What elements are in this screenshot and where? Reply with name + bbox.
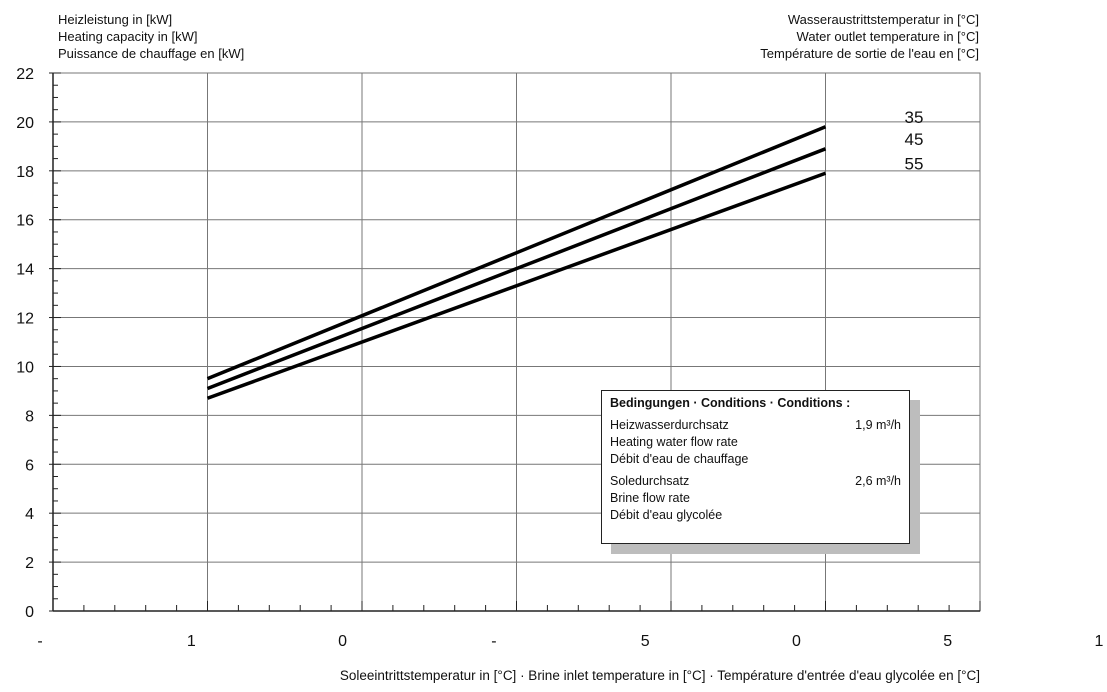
y-axis-title-de: Heizleistung in [kW]	[58, 12, 173, 27]
y-tick-label: 16	[16, 213, 34, 230]
y-axis-title-fr: Puissance de chauffage en [kW]	[58, 46, 245, 61]
brine-label-en: Brine flow rate	[610, 491, 690, 505]
heating-water-label-de: Heizwasserdurchsatz	[610, 418, 729, 432]
y-tick-label: 2	[25, 555, 34, 572]
conditions-title: Bedingungen · Conditions · Conditions :	[610, 396, 851, 410]
x-tick-label: 1	[1095, 633, 1104, 650]
brine-value: 2,6 m³/h	[855, 474, 901, 488]
y-tick-label: 4	[25, 506, 34, 523]
series-title-en: Water outlet temperature in [°C]	[796, 29, 979, 44]
x-tick-label: 5	[943, 633, 952, 650]
y-tick-label: 6	[25, 457, 34, 474]
brine-row: Soledurchsatz 2,6 m³/h	[610, 473, 901, 490]
y-tick-label: 12	[16, 311, 34, 328]
series-line-55	[206, 171, 827, 400]
brine-label-de: Soledurchsatz	[610, 474, 690, 488]
x-axis-title: Soleeintrittstemperatur in [°C] · Brine …	[339, 668, 980, 683]
y-tick-label: 0	[25, 604, 34, 621]
brine-group: Soledurchsatz 2,6 m³/h Brine flow rate D…	[610, 473, 901, 524]
series-title-de: Wasseraustrittstemperatur in [°C]	[787, 12, 979, 27]
series-title: Wasseraustrittstemperatur in [°C] Water …	[760, 11, 979, 62]
series-label-45: 45	[905, 130, 924, 149]
x-tick-label: -	[491, 633, 496, 650]
y-tick-label: 20	[16, 115, 34, 132]
series-line-35	[206, 125, 827, 381]
series-label-35: 35	[905, 108, 924, 127]
series-line-45	[206, 147, 827, 391]
heating-water-row: Heizwasserdurchsatz 1,9 m³/h	[610, 417, 901, 434]
y-tick-label: 22	[16, 66, 34, 83]
y-tick-label: 8	[25, 408, 34, 425]
brine-label-fr: Débit d'eau glycolée	[610, 508, 723, 522]
conditions-box: Bedingungen · Conditions · Conditions : …	[601, 390, 910, 544]
heating-water-group: Heizwasserdurchsatz 1,9 m³/h Heating wat…	[610, 417, 901, 468]
series-label-55: 55	[905, 154, 924, 173]
y-tick-label: 14	[16, 262, 34, 279]
y-tick-label: 18	[16, 164, 34, 181]
heating-water-label-en: Heating water flow rate	[610, 435, 738, 449]
x-tick-label: 1	[187, 633, 196, 650]
y-tick-label: 10	[16, 359, 34, 376]
x-tick-label: -	[37, 633, 42, 650]
x-tick-label: 0	[792, 633, 801, 650]
x-tick-label: 0	[338, 633, 347, 650]
heating-water-value: 1,9 m³/h	[855, 418, 901, 432]
y-axis-title: Heizleistung in [kW] Heating capacity in…	[58, 11, 244, 62]
x-tick-label: 5	[641, 633, 650, 650]
series-title-fr: Température de sortie de l'eau en [°C]	[760, 46, 979, 61]
heating-water-label-fr: Débit d'eau de chauffage	[610, 452, 749, 466]
y-axis-title-en: Heating capacity in [kW]	[58, 29, 198, 44]
